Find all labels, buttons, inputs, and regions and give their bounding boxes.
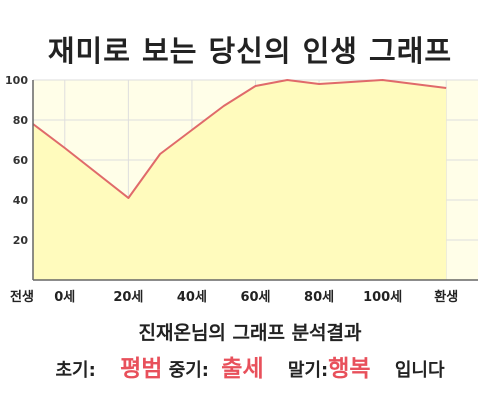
early-label: 초기: — [55, 360, 96, 381]
early-value: 평범 — [120, 356, 163, 382]
middle-label: 중기: — [168, 360, 210, 381]
x-tick-label: 환생 — [434, 289, 458, 305]
y-tick-label: 60 — [13, 154, 29, 167]
x-tick-label: 전생 — [10, 289, 34, 305]
y-tick-label: 20 — [13, 234, 29, 247]
y-tick-label: 40 — [13, 194, 29, 207]
chart-title: 재미로 보는 당신의 인생 그래프 — [47, 34, 453, 68]
middle-value: 출세 — [221, 356, 264, 382]
x-tick-label: 60세 — [240, 290, 270, 305]
y-tick-label: 80 — [13, 114, 29, 127]
analysis-result: 초기: 평범 중기: 출세 말기:행복 입니다 — [0, 349, 500, 383]
series-line — [32, 79, 447, 199]
x-tick-label: 100세 — [363, 290, 402, 305]
x-tick-label: 80세 — [304, 290, 334, 305]
late-label: 말기: — [287, 360, 329, 381]
y-tick-labels: 20 40 60 80 100 — [5, 74, 28, 247]
series-area — [33, 80, 447, 280]
analysis-heading: 진재온님의 그래프 분석결과 — [138, 322, 362, 344]
x-tick-label: 40세 — [177, 290, 207, 305]
result-suffix: 입니다 — [394, 360, 445, 381]
x-tick-label: 0세 — [54, 290, 75, 305]
x-tick-label: 20세 — [113, 290, 143, 305]
late-value: 행복 — [328, 356, 371, 382]
y-tick-label: 100 — [5, 74, 28, 87]
x-tick-labels: 전생 0세 20세 40세 60세 80세 100세 환생 — [10, 289, 458, 305]
